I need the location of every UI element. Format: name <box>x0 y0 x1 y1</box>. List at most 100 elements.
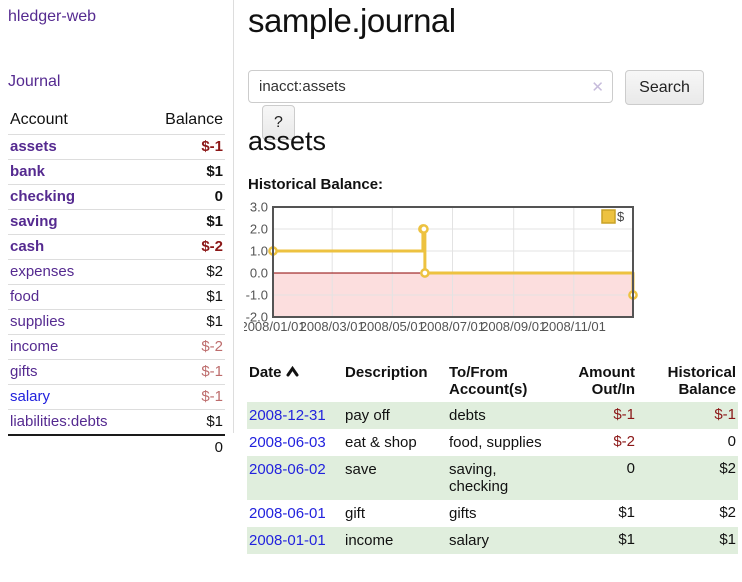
transaction-accounts: saving, checking <box>447 456 559 500</box>
tofrom-column-header: To/From Account(s) <box>449 364 528 398</box>
account-link-assets[interactable]: assets <box>10 138 57 155</box>
historical-balance-chart: 3.0 2.0 1.0 0.0 -1.0 -2.0 2008/01/01 2008/03/01… <box>240 200 738 340</box>
account-row: gifts $-1 <box>8 359 225 385</box>
transaction-date-link[interactable]: 2008-06-03 <box>249 434 326 451</box>
transaction-description: income <box>343 527 447 554</box>
account-row: liabilities:debts $1 <box>8 409 225 435</box>
account-row: assets $-1 <box>8 134 225 160</box>
account-row: income $-2 <box>8 334 225 360</box>
account-link-liabilities-debts[interactable]: liabilities:debts <box>10 413 108 430</box>
sidebar-divider <box>233 0 234 433</box>
search-button[interactable]: Search <box>625 70 704 105</box>
date-column-header[interactable]: Date <box>247 360 343 402</box>
clear-search-icon[interactable]: ✕ <box>591 79 604 96</box>
account-link-gifts[interactable]: gifts <box>10 363 38 380</box>
account-balance: $1 <box>141 209 225 235</box>
svg-text:2008/07/01: 2008/07/01 <box>420 319 485 334</box>
account-link-cash[interactable]: cash <box>10 238 45 255</box>
transaction-date-link[interactable]: 2008-01-01 <box>249 532 326 549</box>
account-row: supplies $1 <box>8 309 225 335</box>
sidebar: hledger-web Journal Account Balance asse… <box>0 0 233 460</box>
page-title: sample.journal <box>248 2 456 39</box>
sidebar-item-journal[interactable]: Journal <box>8 73 61 90</box>
svg-text:$: $ <box>617 209 625 224</box>
account-link-saving[interactable]: saving <box>10 213 58 230</box>
svg-text:0.0: 0.0 <box>250 266 268 281</box>
register-table: Date Description To/From Account(s) Amou… <box>247 360 738 554</box>
svg-text:2008/09/01: 2008/09/01 <box>481 319 546 334</box>
accounts-table: Account Balance assets $-1 bank $1 check… <box>8 107 225 460</box>
account-balance: $-1 <box>141 134 225 160</box>
account-link-bank[interactable]: bank <box>10 163 46 180</box>
description-column-header: Description <box>345 364 428 381</box>
account-row: food $1 <box>8 284 225 310</box>
app-title-link[interactable]: hledger-web <box>8 8 97 25</box>
register-row: 2008-01-01 income salary $1 $1 <box>247 527 738 554</box>
register-row: 2008-12-31 pay off debts $-1 $-1 <box>247 402 738 429</box>
account-balance: $2 <box>141 259 225 285</box>
help-button[interactable]: ? <box>262 105 295 140</box>
transaction-date-link[interactable]: 2008-12-31 <box>249 407 326 424</box>
account-balance: $1 <box>141 284 225 310</box>
transaction-description: gift <box>345 505 366 522</box>
register-row: 2008-06-02 save saving, checking 0 $2 <box>247 456 738 500</box>
svg-text:3.0: 3.0 <box>250 200 268 215</box>
transaction-description: pay off <box>343 402 447 429</box>
transaction-accounts: food, supplies <box>449 434 542 451</box>
balance-column-header: Balance <box>165 111 223 128</box>
register-row: 2008-06-01 gift gifts $1 $2 <box>247 500 738 527</box>
transaction-amount: $1 <box>559 527 637 554</box>
svg-text:-2.0: -2.0 <box>246 310 268 325</box>
accounts-table-header: Account Balance <box>8 107 225 135</box>
account-row: expenses $2 <box>8 259 225 285</box>
register-row: 2008-06-03 eat & shop food, supplies $-2… <box>247 429 738 456</box>
svg-text:2008/11/01: 2008/11/01 <box>542 319 606 334</box>
account-balance: $1 <box>141 159 225 185</box>
accounts-total-row: 0 <box>8 434 225 460</box>
transaction-balance: $1 <box>637 527 738 554</box>
transaction-amount: $-1 <box>559 402 637 429</box>
account-row: checking 0 <box>8 184 225 210</box>
account-row: bank $1 <box>8 159 225 185</box>
account-balance: $1 <box>141 309 225 335</box>
transaction-balance: $2 <box>719 504 736 521</box>
search-input[interactable] <box>248 70 613 103</box>
account-link-supplies[interactable]: supplies <box>10 313 66 330</box>
transaction-accounts: salary <box>447 527 559 554</box>
balance-chart-svg: 3.0 2.0 1.0 0.0 -1.0 -2.02008/01/012008/03/01… <box>240 200 638 334</box>
transaction-balance: $2 <box>637 456 738 500</box>
transaction-date-link[interactable]: 2008-06-01 <box>249 505 326 522</box>
account-balance: $1 <box>141 409 225 435</box>
svg-text:1.0: 1.0 <box>250 244 268 259</box>
balance-column-header: Historical Balance <box>667 364 736 398</box>
account-balance: 0 <box>141 184 225 210</box>
transaction-amount: $-2 <box>613 433 635 450</box>
svg-text:2008/01/01: 2008/01/01 <box>244 319 306 334</box>
accounts-total-balance: 0 <box>141 434 225 460</box>
svg-text:-1.0: -1.0 <box>246 288 268 303</box>
transaction-description: eat & shop <box>345 434 417 451</box>
transaction-amount: 0 <box>559 456 637 500</box>
transaction-date-link[interactable]: 2008-06-02 <box>249 461 326 478</box>
account-balance: $-1 <box>141 384 225 410</box>
transaction-accounts: gifts <box>449 505 477 522</box>
transaction-description: save <box>343 456 447 500</box>
account-balance: $-2 <box>141 334 225 360</box>
svg-text:2.0: 2.0 <box>250 222 268 237</box>
svg-text:2008/03/01: 2008/03/01 <box>300 319 365 334</box>
chart-heading: Historical Balance: <box>248 176 384 193</box>
register-table-header: Date Description To/From Account(s) Amou… <box>247 360 738 402</box>
transaction-amount: $1 <box>618 504 635 521</box>
account-link-food[interactable]: food <box>10 288 40 305</box>
account-column-header: Account <box>10 111 68 128</box>
account-row: saving $1 <box>8 209 225 235</box>
sort-ascending-icon <box>286 364 299 381</box>
account-link-expenses[interactable]: expenses <box>10 263 75 280</box>
transaction-accounts: debts <box>447 402 559 429</box>
account-link-salary[interactable]: salary <box>10 388 51 405</box>
transaction-balance: $-1 <box>637 402 738 429</box>
svg-text:2008/05/01: 2008/05/01 <box>360 319 425 334</box>
account-link-checking[interactable]: checking <box>10 188 76 205</box>
account-row: cash $-2 <box>8 234 225 260</box>
account-link-income[interactable]: income <box>10 338 59 355</box>
